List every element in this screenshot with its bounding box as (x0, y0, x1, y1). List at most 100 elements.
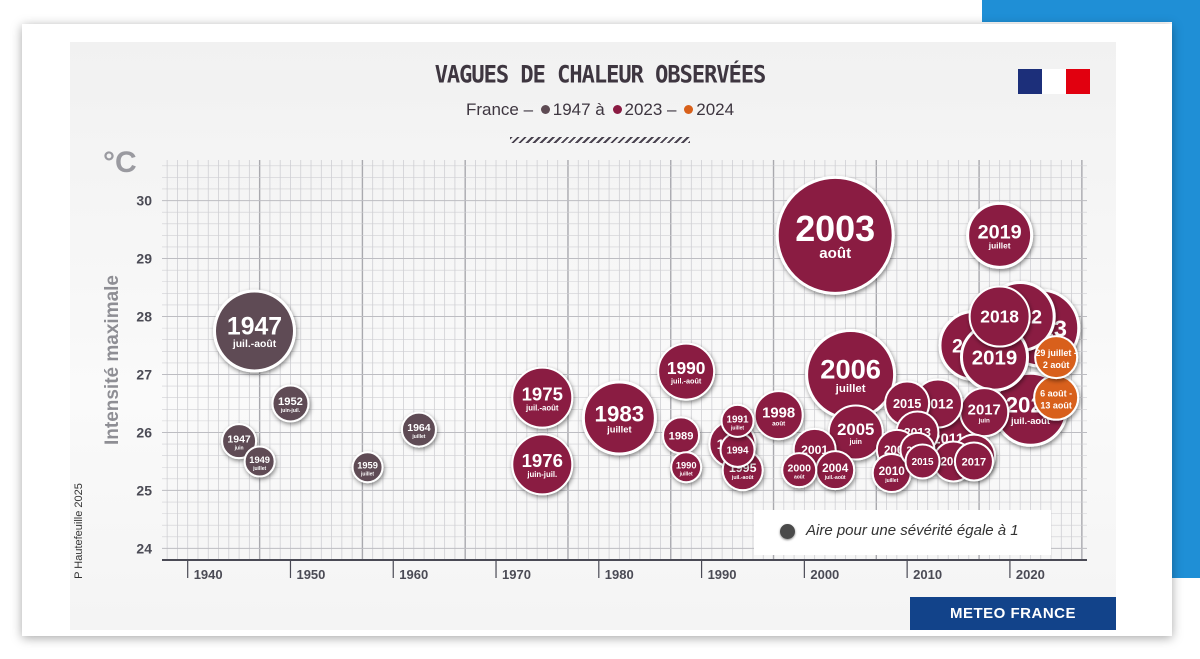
bubble-sublabel: juillet (884, 478, 898, 484)
size-legend-text: Aire pour une sévérité égale à 1 (806, 522, 1019, 539)
bubble-sublabel: juil.-août (525, 403, 559, 412)
bubble-sublabel: 2 août (1043, 360, 1070, 370)
bubble (511, 366, 574, 429)
bubble (953, 441, 994, 482)
bubble-label: 6 août - (1040, 389, 1072, 399)
bubble-sublabel: juillet (360, 472, 374, 478)
bubble-label: 1990 (667, 358, 706, 378)
bubble-label: 1983 (595, 401, 645, 426)
bubble-label: 2019 (972, 346, 1017, 369)
bubble-sublabel: juin (978, 418, 990, 425)
bubble-sublabel: juillet (411, 434, 425, 440)
bubble-label: 1947 (227, 434, 251, 446)
bubble-sublabel: juil.-août (232, 339, 277, 350)
accent-bar-top (982, 0, 1200, 22)
bubble-label: 1975 (522, 383, 563, 404)
x-tick-label: 1940 (194, 567, 223, 582)
x-tick-label: 1970 (502, 567, 531, 582)
y-tick-label: 30 (136, 193, 152, 209)
bubble (271, 384, 310, 423)
subtitle-prefix: France – (465, 100, 534, 119)
bubble-label: 1991 (727, 414, 750, 425)
y-tick-label: 26 (136, 424, 152, 440)
subtitle-extra: 2024 (696, 100, 735, 119)
bubble-sublabel: juillet (730, 425, 744, 431)
bubble (904, 443, 941, 480)
y-tick-label: 28 (136, 309, 152, 325)
bubble (581, 380, 657, 456)
x-tick-label: 2010 (913, 567, 942, 582)
legend-dot-past (540, 105, 550, 114)
bubble-label: 2003 (795, 208, 875, 249)
bubble-label: 2010 (879, 465, 906, 478)
bubble (511, 433, 574, 496)
bubble-label: 2000 (788, 463, 812, 475)
bubble (213, 289, 296, 373)
bubble-label: 29 juillet - (1035, 348, 1077, 358)
bubble (775, 175, 895, 295)
bubble-label: 2017 (962, 456, 987, 468)
bubble-sublabel: août (819, 245, 851, 262)
bubble-label: 2004 (822, 462, 849, 475)
legend-dot-recent (612, 105, 622, 114)
republique-francaise-logo (1018, 69, 1090, 94)
bubble-sublabel: août (794, 475, 805, 481)
bubble-label: 2015 (912, 457, 934, 468)
bubble-label: 2012 (923, 395, 954, 411)
bubble-label: 2015 (893, 396, 921, 411)
bubble-sublabel: juillet (835, 383, 866, 395)
bubble-label: 2001 (801, 443, 828, 457)
bubble-sublabel: juillet (679, 472, 693, 478)
bubble-label: 1994 (727, 445, 749, 456)
bubble-sublabel: juil.-août (731, 475, 754, 481)
chart-title: VAGUES DE CHALEUR OBSERVÉES (434, 61, 767, 90)
y-tick-label: 25 (136, 482, 152, 498)
title-underline (510, 137, 690, 143)
bubble (657, 342, 716, 401)
x-tick-label: 1990 (708, 567, 737, 582)
bubble (400, 411, 437, 448)
y-tick-label: 29 (136, 251, 152, 267)
bubble-sublabel: juil.-août (824, 475, 846, 481)
bubble (1034, 335, 1079, 380)
bubble (670, 451, 703, 484)
bubble-label: 1949 (249, 455, 270, 465)
bubble (720, 403, 755, 438)
bubble-sublabel: juillet (252, 466, 266, 472)
y-tick-label: 24 (136, 540, 152, 556)
x-tick-label: 1960 (399, 567, 428, 582)
subtitle-range-end: 2023 – (624, 100, 677, 119)
bubble-label: 2017 (968, 402, 1001, 418)
size-legend-dot (780, 524, 795, 539)
bubble (827, 404, 884, 461)
bubble (753, 390, 804, 441)
x-tick-label: 2020 (1016, 567, 1045, 582)
bubble (968, 285, 1031, 348)
bubble-sublabel: juin (234, 446, 244, 452)
bubble (221, 423, 258, 460)
bubble-label: 1947 (227, 314, 282, 341)
bubble-label: 1990 (676, 461, 697, 471)
bubble-sublabel: juillet (606, 425, 631, 435)
bubble (781, 452, 818, 489)
accent-bar-side (1172, 0, 1200, 578)
subtitle-range-start: 1947 à (552, 100, 605, 119)
bubble-label: 1952 (278, 396, 303, 408)
y-unit-label: °C (103, 146, 137, 179)
bubble-sublabel: 13 août (1040, 401, 1072, 411)
chart-subtitle: France – 1947 à 2023 – 2024 (340, 100, 860, 120)
bubble-label: 1989 (669, 430, 694, 442)
legend-dot-current (684, 105, 694, 114)
bubble-label: 2019 (978, 221, 1022, 243)
bubble-sublabel: juillet (988, 241, 1011, 251)
bubble-sublabel: juin (849, 439, 862, 446)
x-tick-label: 2000 (810, 567, 839, 582)
meteo-france-logo: METEO FRANCE (910, 597, 1116, 630)
bubble-label: 2005 (837, 420, 874, 439)
bubble-label: 2006 (820, 354, 881, 385)
bubble-sublabel: août (772, 421, 785, 428)
bubble-label: 1959 (357, 461, 378, 471)
bubble (243, 445, 276, 478)
bubble-label: 1976 (522, 450, 563, 471)
